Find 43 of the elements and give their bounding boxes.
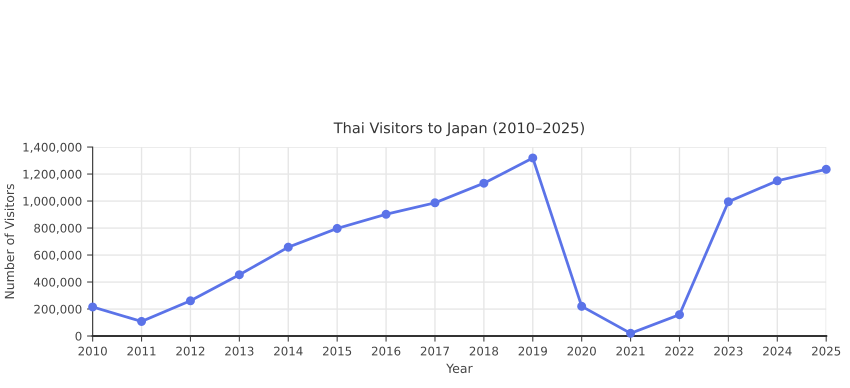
y-tick-label: 400,000 (34, 278, 82, 288)
x-tick-label: 2021 (616, 346, 645, 356)
y-tick-label: 1,400,000 (23, 142, 82, 153)
point (234, 270, 244, 280)
x-tick-label: 2010 (78, 346, 107, 356)
chart-title: Thai Visitors to Japan (2010–2025) (334, 122, 584, 136)
y-tick-label: 1,200,000 (23, 170, 82, 180)
point (822, 164, 831, 174)
x-tick-label: 2016 (372, 346, 400, 356)
x-tick-label: 2022 (665, 346, 694, 356)
x-tick-label: 2024 (763, 346, 792, 356)
x-tick-label: 2019 (518, 346, 547, 356)
x-tick-label: 2018 (470, 346, 498, 356)
point (382, 210, 391, 219)
point (528, 153, 538, 162)
x-tick-label: 2020 (568, 346, 596, 356)
point (479, 178, 488, 188)
y-tick-label: 600,000 (34, 250, 82, 261)
x-tick-label: 2014 (274, 346, 303, 356)
x-tick-label: 2017 (420, 346, 449, 356)
y-tick-label: 200,000 (34, 304, 82, 315)
y-tick-label: 1,000,000 (23, 196, 82, 207)
point (772, 176, 782, 186)
x-tick-label: 2011 (127, 346, 156, 356)
point (284, 242, 293, 252)
x-tick-label: 2012 (176, 346, 204, 356)
x-tick-label: 2013 (225, 346, 254, 356)
x-tick-label: 2025 (812, 346, 840, 356)
point (430, 198, 440, 208)
y-tick-label: 0 (76, 332, 82, 341)
point (577, 302, 586, 311)
y-axis-title: Number of Visitors (4, 184, 14, 298)
point (674, 310, 684, 320)
x-tick-label: 2015 (323, 346, 352, 356)
point (332, 224, 342, 233)
point (137, 316, 146, 326)
x-axis-title: Year (446, 364, 473, 374)
point (88, 302, 98, 312)
x-tick-label: 2023 (714, 346, 742, 356)
point (626, 328, 636, 338)
point (186, 296, 195, 306)
y-tick-label: 800,000 (34, 224, 82, 234)
point (724, 197, 733, 206)
